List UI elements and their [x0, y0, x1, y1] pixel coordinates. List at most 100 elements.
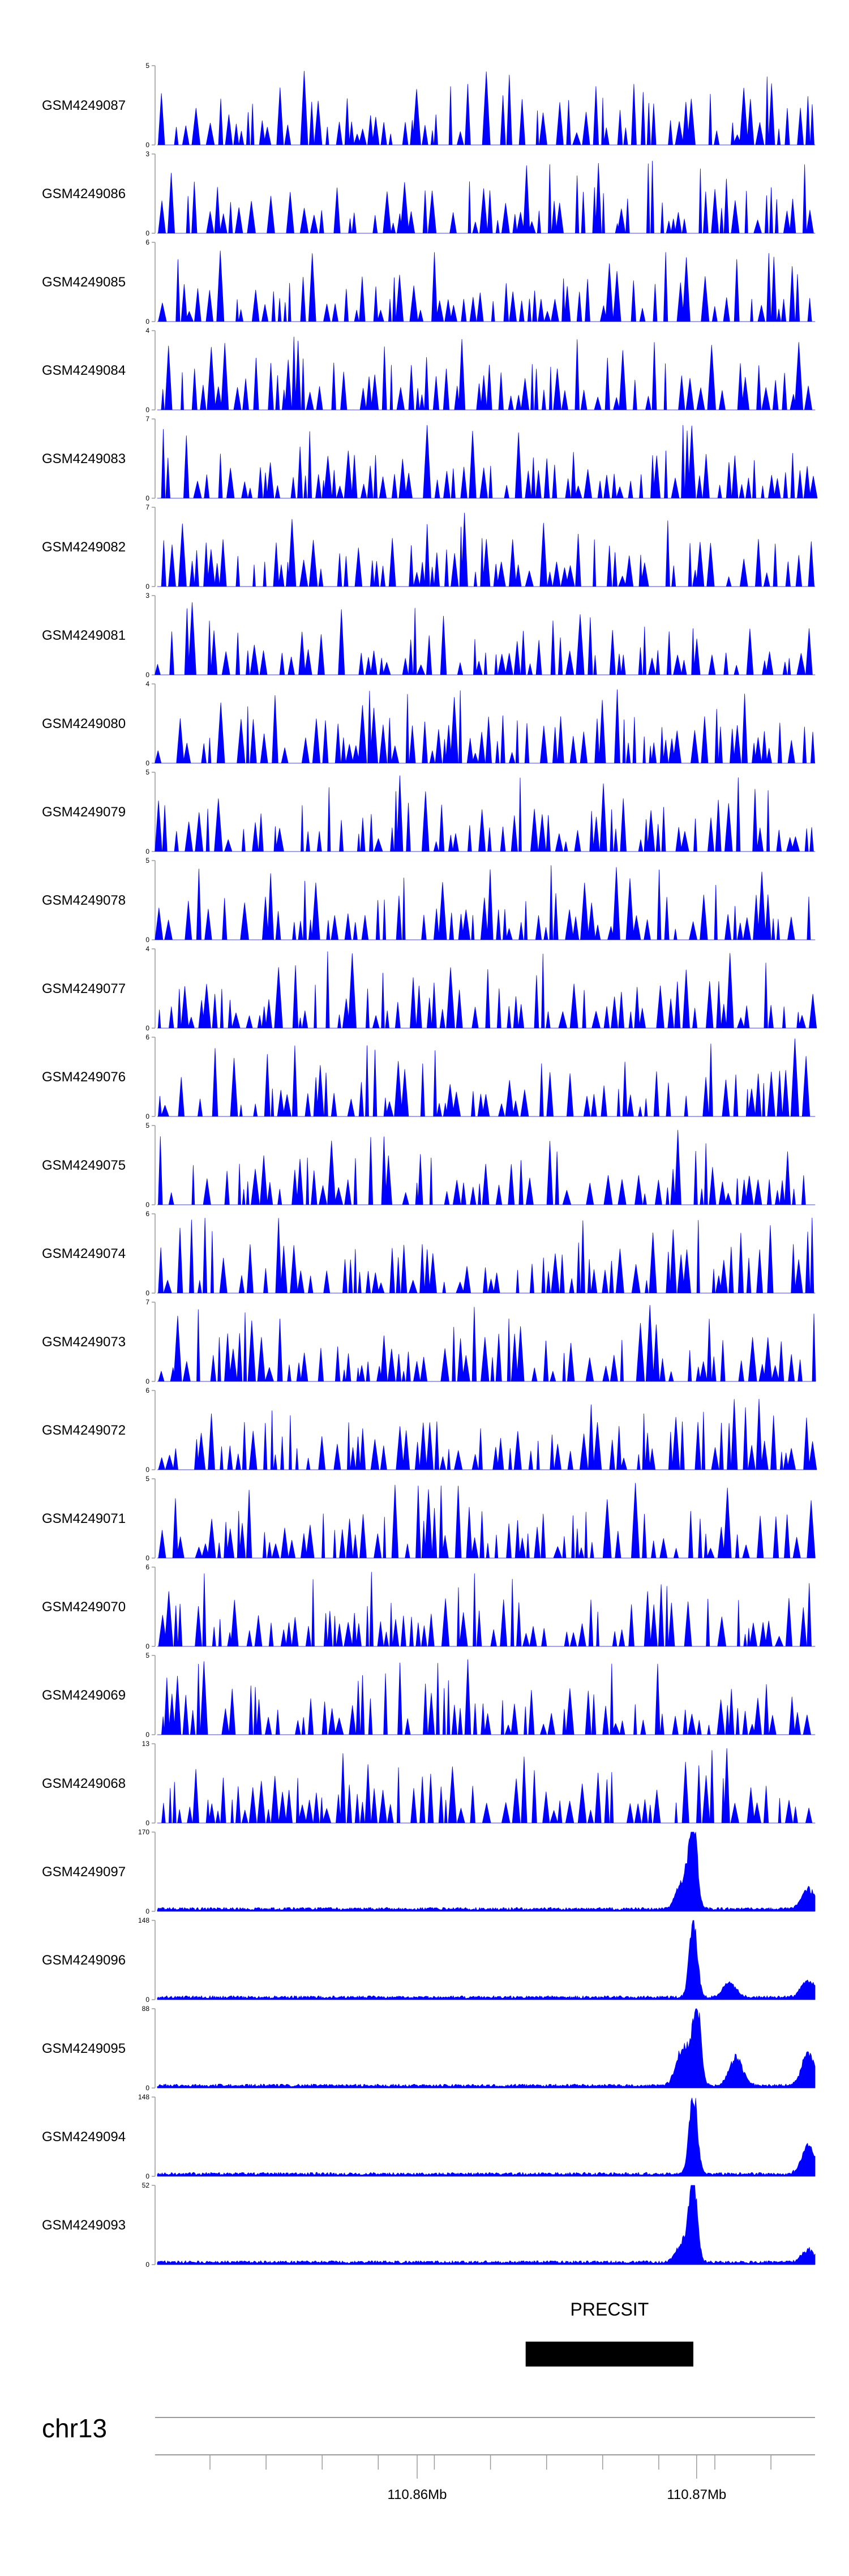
coverage-area — [157, 1659, 816, 1735]
track-GSM4249095: GSM4249095 88 0 — [42, 2005, 816, 2092]
y-max-label: 4 — [145, 680, 149, 688]
coverage-area — [157, 1305, 816, 1382]
y-min-label: 0 — [145, 936, 149, 944]
coverage-area — [157, 161, 816, 234]
y-max-label: 170 — [138, 1828, 149, 1836]
track-GSM4249079: GSM4249079 5 0 — [42, 768, 816, 855]
y-min-label: 0 — [145, 1731, 149, 1739]
y-max-label: 7 — [145, 1298, 149, 1306]
track-label: GSM4249078 — [42, 893, 126, 908]
y-max-label: 7 — [145, 503, 149, 511]
track-GSM4249097: GSM4249097 170 0 — [42, 1828, 816, 1915]
track-label: GSM4249073 — [42, 1334, 126, 1350]
y-max-label: 6 — [145, 1563, 149, 1571]
y-min-label: 0 — [145, 1554, 149, 1562]
y-min-label: 0 — [145, 318, 149, 326]
track-label: GSM4249087 — [42, 98, 126, 113]
y-max-label: 5 — [145, 857, 149, 865]
coverage-area — [157, 1483, 816, 1559]
track-label: GSM4249068 — [42, 1776, 126, 1791]
track-GSM4249085: GSM4249085 6 0 — [42, 238, 816, 326]
axis-tick-label: 110.87Mb — [667, 2487, 726, 2502]
track-GSM4249069: GSM4249069 5 0 — [42, 1651, 816, 1739]
y-min-label: 0 — [145, 141, 149, 149]
axis-tick-label: 110.86Mb — [388, 2487, 447, 2502]
y-min-label: 0 — [145, 2261, 149, 2269]
coverage-area — [155, 689, 816, 764]
y-min-label: 0 — [145, 2084, 149, 2092]
gene-label: PRECSIT — [571, 2299, 649, 2320]
coverage-area — [157, 71, 816, 146]
track-label: GSM4249094 — [42, 2129, 126, 2145]
y-max-label: 6 — [145, 1387, 149, 1394]
track-label: GSM4249070 — [42, 1599, 126, 1615]
track-GSM4249071: GSM4249071 5 0 — [42, 1475, 816, 1562]
y-min-label: 0 — [145, 1996, 149, 2004]
track-GSM4249087: GSM4249087 5 0 — [42, 62, 816, 149]
track-GSM4249081: GSM4249081 3 0 — [42, 592, 816, 679]
track-label: GSM4249075 — [42, 1158, 126, 1173]
track-label: GSM4249072 — [42, 1423, 126, 1438]
y-max-label: 6 — [145, 238, 149, 246]
y-min-label: 0 — [145, 229, 149, 237]
coverage-area — [157, 2185, 816, 2265]
y-min-label: 0 — [145, 1819, 149, 1827]
coverage-area — [157, 1129, 816, 1205]
track-label: GSM4249085 — [42, 275, 126, 290]
track-label: GSM4249074 — [42, 1246, 126, 1261]
coverage-area — [157, 2098, 816, 2177]
y-min-label: 0 — [145, 759, 149, 767]
gene-annotation-track: PRECSIT — [525, 2299, 693, 2367]
track-GSM4249078: GSM4249078 5 0 — [42, 857, 816, 944]
track-GSM4249093: GSM4249093 52 0 — [42, 2181, 816, 2269]
y-min-label: 0 — [145, 1642, 149, 1650]
y-max-label: 148 — [138, 2093, 149, 2101]
y-min-label: 0 — [145, 1024, 149, 1032]
coverage-area — [157, 1398, 817, 1470]
coverage-area — [157, 951, 817, 1029]
y-min-label: 0 — [145, 671, 149, 679]
track-label: GSM4249086 — [42, 186, 126, 202]
track-GSM4249076: GSM4249076 6 0 — [42, 1033, 816, 1120]
track-GSM4249094: GSM4249094 148 0 — [42, 2093, 816, 2180]
y-max-label: 88 — [142, 2005, 150, 2013]
track-label: GSM4249082 — [42, 540, 126, 555]
y-max-label: 7 — [145, 415, 149, 423]
y-min-label: 0 — [145, 494, 149, 502]
y-max-label: 3 — [145, 592, 149, 600]
coverage-area — [155, 775, 816, 852]
coverage-area — [157, 1748, 816, 1824]
track-GSM4249070: GSM4249070 6 0 — [42, 1563, 816, 1650]
track-label: GSM4249081 — [42, 628, 126, 643]
coverage-area — [155, 602, 816, 675]
track-label: GSM4249077 — [42, 981, 126, 996]
y-max-label: 5 — [145, 1475, 149, 1483]
coverage-area — [157, 425, 818, 499]
coverage-area — [157, 250, 816, 322]
gene-body — [525, 2342, 693, 2367]
genome-axis-track: chr13 110.86Mb 110.87Mb — [42, 2414, 815, 2502]
track-GSM4249083: GSM4249083 7 0 — [42, 415, 818, 502]
coverage-area — [157, 1832, 816, 1912]
y-max-label: 52 — [142, 2181, 150, 2189]
track-label: GSM4249084 — [42, 363, 126, 378]
track-GSM4249072: GSM4249072 6 0 — [42, 1387, 817, 1474]
y-min-label: 0 — [145, 1112, 149, 1120]
track-GSM4249074: GSM4249074 6 0 — [42, 1210, 816, 1297]
coverage-track-layer: GSM424908750GSM424908630GSM424908560GSM4… — [42, 62, 818, 2269]
y-min-label: 0 — [145, 1907, 149, 1915]
track-label: GSM4249071 — [42, 1511, 126, 1526]
coverage-area — [157, 512, 816, 587]
coverage-area — [157, 336, 816, 410]
y-max-label: 13 — [142, 1740, 150, 1748]
y-min-label: 0 — [145, 2172, 149, 2180]
track-GSM4249096: GSM4249096 148 0 — [42, 1916, 816, 2004]
y-min-label: 0 — [145, 1466, 149, 1474]
coverage-area — [157, 1572, 816, 1647]
y-max-label: 4 — [145, 945, 149, 953]
track-label: GSM4249079 — [42, 805, 126, 820]
y-max-label: 6 — [145, 1033, 149, 1041]
track-GSM4249086: GSM4249086 3 0 — [42, 150, 816, 237]
coverage-area — [157, 1217, 816, 1294]
